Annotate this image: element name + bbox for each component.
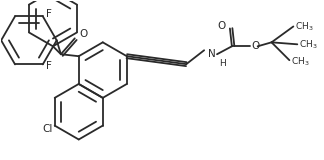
Text: CH$_3$: CH$_3$ — [299, 38, 318, 51]
Text: CH$_3$: CH$_3$ — [295, 20, 314, 33]
Text: N: N — [208, 49, 216, 59]
Text: O: O — [252, 41, 260, 51]
Text: O: O — [80, 29, 88, 39]
Text: H: H — [219, 59, 226, 68]
Text: O: O — [218, 21, 226, 32]
Text: CH$_3$: CH$_3$ — [291, 56, 310, 68]
Text: F: F — [46, 61, 52, 71]
Text: F: F — [46, 9, 52, 19]
Text: Cl: Cl — [42, 124, 53, 134]
